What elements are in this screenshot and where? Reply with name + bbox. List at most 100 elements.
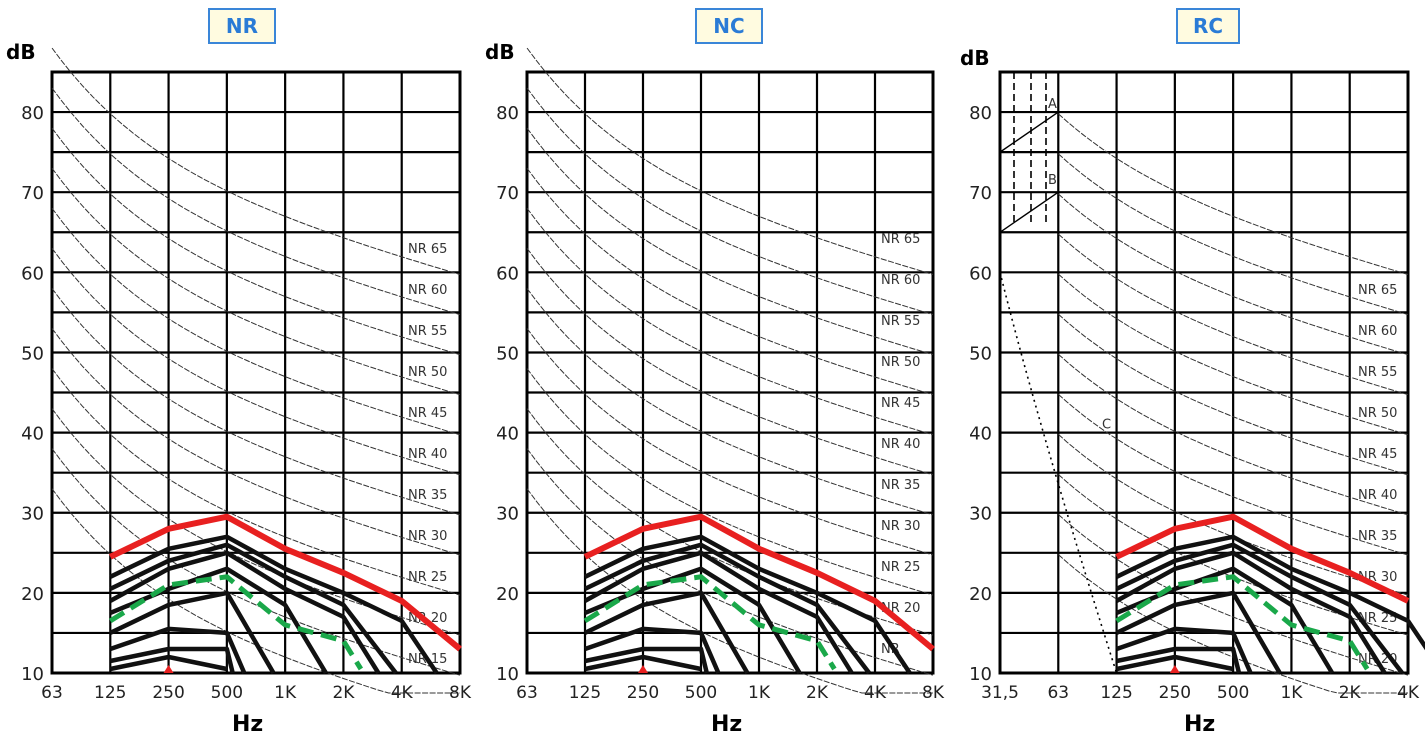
curve-label: NR 25	[1358, 611, 1397, 626]
rating-curve	[1058, 274, 1408, 435]
plot-frame	[998, 70, 1410, 675]
axis-marker	[638, 665, 648, 673]
plot-frame	[525, 70, 935, 675]
curve-label: NR 55	[1358, 365, 1397, 380]
rating-curve	[52, 328, 460, 555]
chart-title: NC	[695, 8, 763, 44]
y-tick-label: 30	[21, 504, 44, 525]
x-tick-label: 31,5	[981, 683, 1019, 703]
chart-title: NR	[208, 8, 276, 44]
region-label-b: B	[1048, 173, 1057, 188]
x-axis-label: Hz	[1184, 712, 1216, 737]
rating-curve	[527, 449, 933, 676]
region-c-line	[999, 272, 1118, 674]
red-limit-curve	[583, 513, 935, 652]
rating-curve	[527, 208, 933, 435]
x-tick-label: 4K	[391, 683, 414, 703]
curve-label: NR 35	[1358, 529, 1397, 544]
x-tick-label: 250	[627, 683, 659, 703]
rating-curve	[52, 248, 460, 475]
rating-curve	[52, 88, 460, 315]
green-target-curve	[1115, 574, 1370, 671]
curve-label: NR 65	[408, 242, 447, 257]
spectrum-line	[109, 590, 276, 675]
y-tick-label: 40	[969, 424, 992, 445]
rating-curve	[1058, 194, 1408, 355]
rating-curve	[527, 168, 933, 395]
red-limit-curve	[1115, 513, 1410, 604]
y-tick-label: 40	[21, 424, 44, 445]
y-tick-label: 20	[969, 584, 992, 605]
spectrum-line	[584, 626, 721, 674]
axis-marker	[1169, 665, 1180, 673]
green-target-curve	[108, 574, 364, 671]
x-tick-label: 500	[1217, 683, 1249, 703]
curve-label: NR 50	[881, 355, 920, 370]
spectrum-line	[1115, 542, 1404, 675]
chart-panel-nr: NR dB NR 65 NR 60 NR 55 NR 50 NR 45 NR 40 NR 3…	[0, 0, 475, 738]
spectrum-line	[584, 646, 709, 674]
spectrum-line	[109, 550, 381, 675]
rating-curve	[1058, 394, 1408, 555]
rating-curve	[1058, 154, 1408, 315]
y-tick-label: 60	[969, 263, 992, 284]
curve-label: NR 55	[408, 324, 447, 339]
rating-curve	[1058, 314, 1408, 475]
curve-label: NR 60	[881, 273, 920, 288]
red-limit-curve	[109, 513, 462, 652]
x-tick-label: 2K	[332, 683, 355, 703]
rating-curve	[527, 288, 933, 515]
spectrum-line	[584, 566, 802, 675]
curve-label: NR 30	[881, 519, 920, 534]
x-tick-label: 63	[41, 683, 63, 703]
rating-curve	[1058, 354, 1408, 515]
x-tick-label: 500	[685, 683, 717, 703]
x-tick-label: 125	[94, 683, 126, 703]
chart-plot-nr: NR 65 NR 60 NR 55 NR 50 NR 45 NR 40 NR 35 NR 30…	[21, 0, 472, 703]
chart-plot-nc: NR 65 NR 60 NR 55 NR 50 NR 45 NR 40 NR 35 NR 30…	[496, 0, 945, 703]
spectrum-line	[109, 646, 235, 674]
curve-label: NR 40	[1358, 488, 1397, 503]
rating-curve	[52, 369, 460, 596]
x-tick-label: 4K	[1397, 683, 1420, 703]
rating-curve	[52, 128, 460, 355]
curve-label: NR 25	[881, 560, 920, 575]
y-tick-label: 10	[969, 664, 992, 685]
curve-label: NR 45	[881, 396, 920, 411]
curve-label: NR 30	[408, 529, 447, 544]
rating-curve	[527, 88, 933, 315]
spectrum-line	[109, 534, 439, 675]
x-tick-label: 63	[1047, 683, 1069, 703]
rating-curve	[527, 248, 933, 475]
x-tick-label: 1K	[1280, 683, 1303, 703]
curve-label: NR 35	[408, 488, 447, 503]
green-target-curve	[583, 574, 837, 671]
y-tick-label: 70	[21, 183, 44, 204]
spectrum-line	[584, 534, 912, 675]
curve-label: NR 40	[408, 447, 447, 462]
curve-label: NR 35	[881, 478, 920, 493]
spectrum-line	[584, 590, 750, 675]
x-tick-label: 500	[211, 683, 243, 703]
rating-curve	[52, 288, 460, 515]
x-tick-label: 63	[516, 683, 538, 703]
y-tick-label: 30	[969, 504, 992, 525]
curve-label: NR 25	[408, 570, 447, 585]
chart-panel-rc: RC dB NR 65 NR 60 NR 55 NR 50 NR 45 NR 40 NR 3…	[950, 0, 1425, 738]
rating-curve	[52, 168, 460, 395]
region-a-line	[999, 111, 1059, 153]
rating-curve	[527, 128, 933, 355]
y-tick-label: 80	[969, 103, 992, 124]
axis-marker	[163, 665, 174, 673]
y-tick-label: 20	[21, 584, 44, 605]
rating-curve	[1058, 114, 1408, 275]
y-axis-label: dB	[6, 40, 36, 64]
x-tick-label: 2K	[1339, 683, 1362, 703]
curve-label: NR 60	[1358, 324, 1397, 339]
x-tick-label: 125	[1100, 683, 1132, 703]
curve-label: NR 60	[408, 283, 447, 298]
y-tick-label: 30	[496, 504, 519, 525]
y-tick-label: 50	[21, 343, 44, 364]
rating-curve	[52, 449, 460, 676]
